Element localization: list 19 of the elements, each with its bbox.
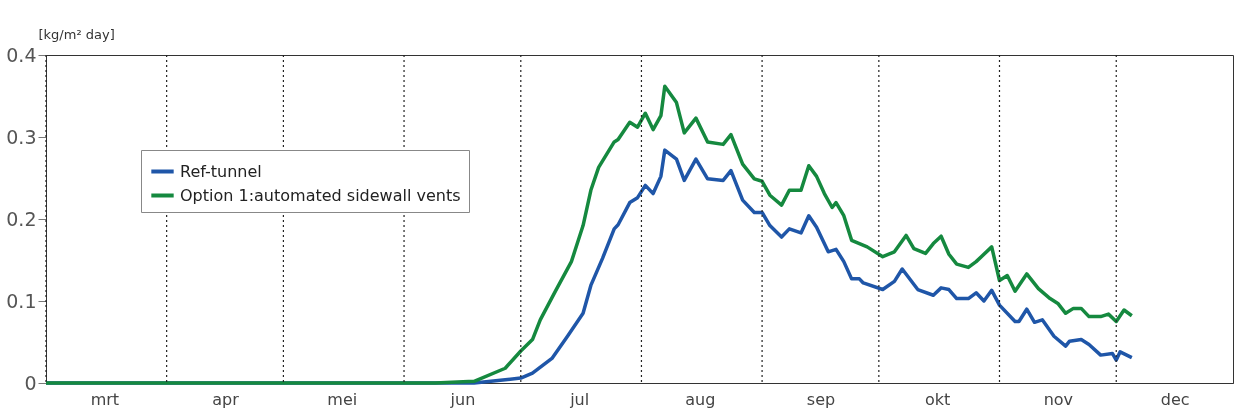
x-tick-label: sep <box>806 389 836 409</box>
x-tick-label: apr <box>212 389 240 409</box>
y-tick-label: 0.1 <box>6 289 37 312</box>
legend-label: Option 1:automated sidewall vents <box>180 185 461 205</box>
y-tick-label: 0.3 <box>6 125 37 148</box>
x-tick-label: nov <box>1043 389 1074 409</box>
legend-label: Ref-tunnel <box>180 161 262 181</box>
x-tick-label: jul <box>569 389 590 409</box>
x-tick-label: mrt <box>90 389 120 409</box>
y-tick-label: 0.4 <box>6 43 37 66</box>
x-tick-label: jun <box>449 389 476 409</box>
x-tick-label: dec <box>1160 389 1190 409</box>
x-tick-label: okt <box>925 389 951 409</box>
y-axis-title: [kg/m² day] <box>38 26 115 42</box>
y-tick-label: 0.2 <box>6 207 37 230</box>
x-tick-label: mei <box>327 389 358 409</box>
y-tick-label: 0 <box>24 371 37 394</box>
line-series <box>44 84 1134 385</box>
x-tick-label: aug <box>685 389 716 409</box>
